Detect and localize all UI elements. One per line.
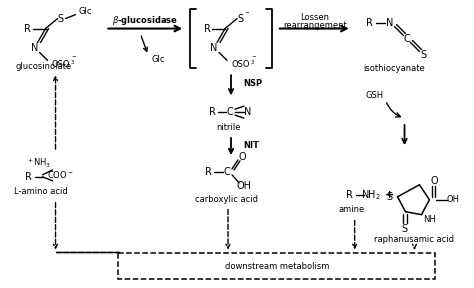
Text: NSP: NSP bbox=[243, 79, 262, 88]
Text: N: N bbox=[31, 43, 38, 54]
Text: N: N bbox=[244, 107, 252, 117]
Text: N: N bbox=[210, 43, 218, 54]
Text: rearrangement: rearrangement bbox=[283, 21, 346, 30]
Text: NH: NH bbox=[423, 215, 436, 224]
Text: N: N bbox=[386, 18, 393, 28]
Text: C: C bbox=[224, 167, 230, 177]
Text: R: R bbox=[25, 172, 32, 182]
Text: R: R bbox=[205, 167, 211, 177]
Text: S: S bbox=[57, 14, 64, 24]
Text: S: S bbox=[401, 223, 408, 234]
Text: OSO: OSO bbox=[52, 60, 70, 69]
Text: R: R bbox=[209, 107, 216, 117]
Text: R: R bbox=[346, 190, 353, 200]
Text: $^+$NH$_3$: $^+$NH$_3$ bbox=[26, 156, 51, 170]
Text: R: R bbox=[204, 24, 210, 34]
Text: amine: amine bbox=[338, 205, 365, 214]
Text: $\beta$-glucosidase: $\beta$-glucosidase bbox=[112, 14, 178, 27]
Text: OH: OH bbox=[447, 195, 460, 204]
Text: C: C bbox=[403, 33, 410, 43]
Text: Glc: Glc bbox=[79, 7, 92, 16]
Text: nitrile: nitrile bbox=[216, 123, 240, 132]
Text: S: S bbox=[237, 14, 243, 24]
Text: COO$^-$: COO$^-$ bbox=[47, 169, 74, 180]
Text: O: O bbox=[430, 176, 438, 186]
Text: glucosinolate: glucosinolate bbox=[16, 62, 72, 71]
Text: L-amino acid: L-amino acid bbox=[14, 187, 67, 196]
Text: NIT: NIT bbox=[243, 141, 259, 151]
Text: NH$_2$: NH$_2$ bbox=[361, 188, 381, 202]
Text: isothiocyanate: isothiocyanate bbox=[364, 64, 425, 73]
Text: O: O bbox=[238, 152, 246, 162]
Text: GSH: GSH bbox=[365, 91, 383, 100]
Text: OH: OH bbox=[237, 181, 252, 191]
Text: Glc: Glc bbox=[152, 55, 165, 64]
Text: S: S bbox=[420, 50, 427, 60]
Text: $_3^-$: $_3^-$ bbox=[71, 55, 78, 67]
Text: $_3^-$: $_3^-$ bbox=[250, 55, 257, 67]
Text: downstream metabolism: downstream metabolism bbox=[225, 262, 329, 271]
Text: R: R bbox=[366, 18, 373, 28]
Text: $^-$: $^-$ bbox=[244, 9, 251, 18]
Text: S: S bbox=[386, 192, 392, 202]
FancyBboxPatch shape bbox=[118, 253, 436, 279]
Text: OSO: OSO bbox=[231, 60, 249, 69]
Text: Lossen: Lossen bbox=[300, 13, 329, 22]
Text: +: + bbox=[385, 190, 394, 200]
Text: carboxylic acid: carboxylic acid bbox=[194, 195, 257, 204]
Text: C: C bbox=[227, 107, 233, 117]
Text: R: R bbox=[24, 24, 31, 34]
Text: raphanusamic acid: raphanusamic acid bbox=[374, 235, 455, 244]
